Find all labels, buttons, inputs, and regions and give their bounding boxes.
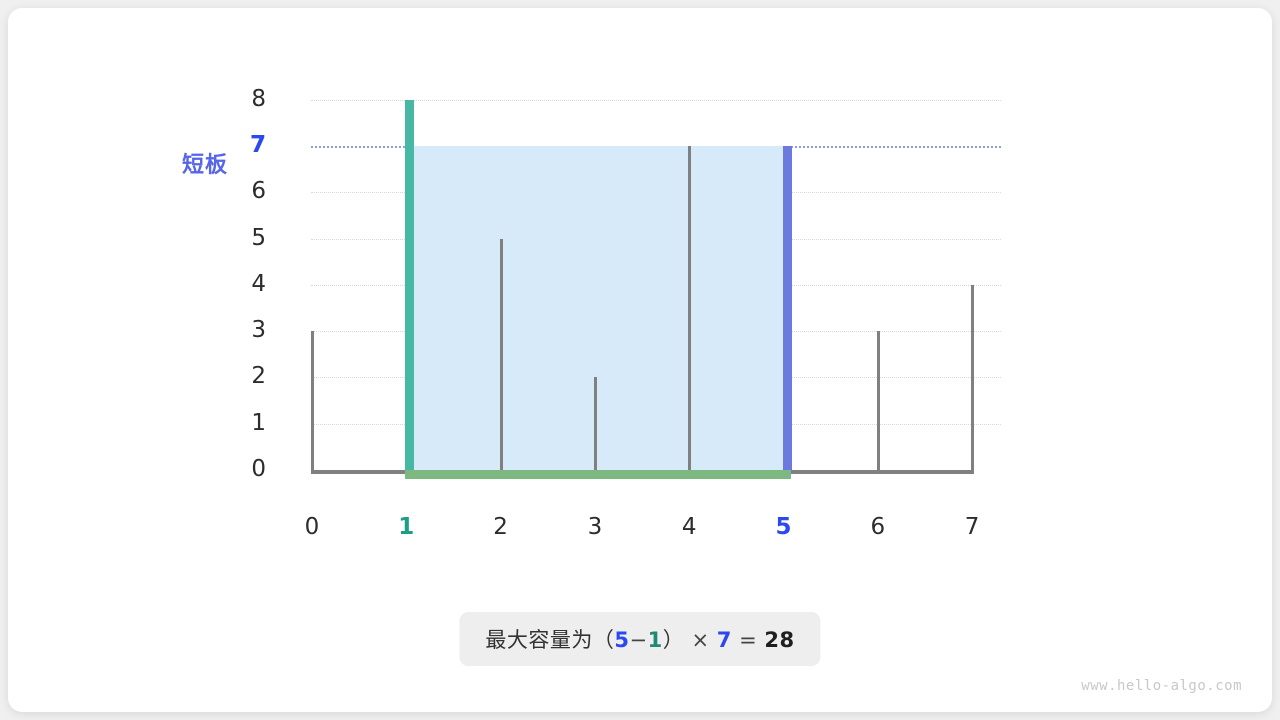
y-tick-label: 2 <box>251 363 266 390</box>
y-tick-label: 6 <box>251 178 266 205</box>
caption-prefix: 最大容量为（ <box>485 628 615 652</box>
y-tick-label: 0 <box>251 456 266 482</box>
x-tick-label: 2 <box>493 514 508 540</box>
container-base-bar <box>405 470 792 479</box>
x-tick-label: 1 <box>398 514 415 540</box>
caption-right-index: 5 <box>614 628 630 652</box>
caption-equals: = <box>739 628 758 652</box>
y-tick-label: 3 <box>251 317 266 344</box>
bar <box>971 284 975 474</box>
x-tick-label: 6 <box>870 514 886 540</box>
y-tick-label: 1 <box>251 409 266 436</box>
y-tick-label: 4 <box>251 270 266 297</box>
caption-height: 7 <box>716 628 732 652</box>
x-tick-label: 5 <box>775 514 792 540</box>
caption-formula: 最大容量为（5−1） × 7 = 28 <box>459 612 821 666</box>
y-tick-label: 5 <box>251 224 266 251</box>
y-tick-label: 8 <box>251 85 266 112</box>
x-tick-label: 0 <box>304 514 320 540</box>
bar <box>499 238 503 474</box>
short-board-value: 7 <box>249 131 266 158</box>
bar <box>311 331 314 474</box>
water-fill-area <box>405 145 792 470</box>
y-tick-label: 7 <box>249 131 266 158</box>
chart-plot-area <box>8 8 1272 712</box>
gridline <box>311 99 1001 101</box>
x-tick-label: 3 <box>587 514 603 540</box>
bar-right-wall <box>782 145 792 474</box>
caption-area: 28 <box>764 628 795 652</box>
bar <box>593 377 597 474</box>
short-board-label: 短板 <box>181 153 228 178</box>
bar <box>876 331 880 474</box>
figure-card: 短板 最大容量为（5−1） × 7 = 28 www.hello-algo.co… <box>8 8 1272 712</box>
x-tick-label: 7 <box>964 514 980 540</box>
caption-times: × <box>691 628 710 652</box>
watermark: www.hello-algo.com <box>1081 678 1242 694</box>
caption-close-paren: ） <box>662 628 685 652</box>
x-tick-label: 4 <box>681 514 697 540</box>
caption-minus: − <box>629 628 648 652</box>
caption-left-index: 1 <box>647 628 663 652</box>
bar <box>688 145 692 474</box>
bar-left-wall <box>405 99 415 474</box>
